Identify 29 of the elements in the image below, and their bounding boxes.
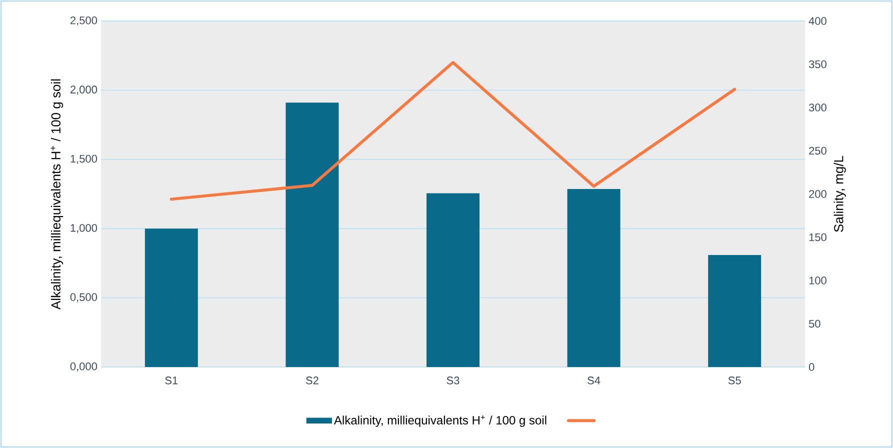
y2-axis-title: Salinity, mg/L [834, 156, 846, 232]
y2-tick-label: 300 [808, 104, 826, 112]
y-tick-label: 2,000 [70, 86, 98, 95]
y2-tick-label: 150 [809, 233, 826, 242]
y-tick-label: 1,500 [70, 154, 98, 164]
y2-tick-label: 100 [809, 276, 826, 284]
line-series [170, 61, 736, 201]
bar [426, 193, 480, 367]
y2-tick-label: 250 [809, 146, 826, 155]
y-tick-label: 0,000 [70, 362, 98, 372]
y2-tick-label: 50 [808, 320, 820, 328]
x-tick-label: S5 [728, 376, 741, 384]
y-tick-label: 2,500 [70, 16, 98, 26]
x-tick-label: S4 [588, 376, 600, 384]
y2-tick-label: 0 [808, 363, 814, 371]
x-tick-label: S2 [306, 376, 318, 384]
x-tick-label: S1 [165, 376, 178, 384]
bar [144, 228, 198, 367]
y-axis-title: Alkalinity, milliequivalents H$^{+}$ / 100 g soil [50, 79, 64, 310]
y2-tick-label: 350 [808, 60, 826, 68]
x-tick-label: S3 [446, 376, 460, 384]
bar [708, 255, 762, 367]
bar [286, 102, 339, 367]
y2-tick-label: 200 [809, 190, 826, 198]
y-tick-label: 0,500 [70, 293, 98, 302]
legend-label: Alkalinity, milliequivalents H$^{+}$ / 100 g soil [334, 415, 546, 427]
y2-tick-label: 400 [808, 17, 826, 25]
bar [567, 189, 620, 367]
y-tick-label: 1,000 [70, 224, 98, 234]
